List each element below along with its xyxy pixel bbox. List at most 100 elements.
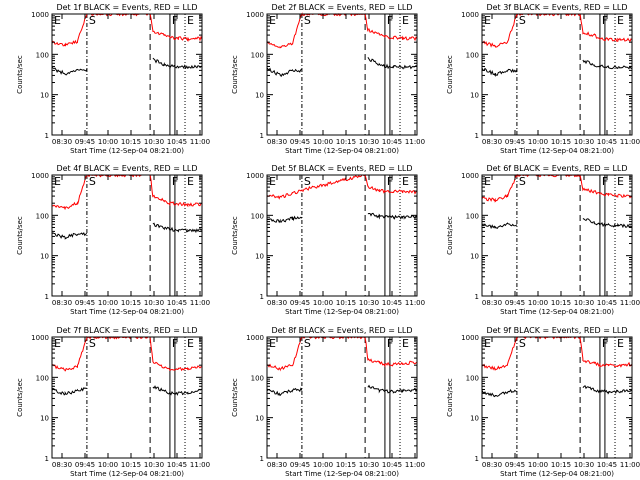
marker-label-e: E [187,14,194,27]
y-tick-label: 1 [260,132,264,140]
y-tick-label: 1000 [31,334,49,342]
y-tick-label: 10 [470,253,479,261]
x-tick-label: 10:00 [98,138,118,146]
y-tick-label: 1000 [31,172,49,180]
x-tick-label: 10:15 [121,138,141,146]
x-tick-label: 11:00 [405,461,425,469]
x-tick-label: 09:45 [75,461,95,469]
y-axis-title: Counts/sec [446,55,454,94]
marker-label-s: S [304,175,311,188]
x-tick-label: 10:45 [167,461,187,469]
x-axis-title: Start Time (12-Sep-04 08:21:00) [500,470,614,478]
y-tick-label: 10 [255,92,264,100]
y-tick-label: 1000 [461,334,479,342]
marker-label-f: F [387,337,393,350]
y-axis-title: Counts/sec [231,216,239,255]
plot-frame [481,13,633,136]
y-tick-label: 1 [475,455,479,463]
panel-title: Det 7f BLACK = Events, RED = LLD [56,326,197,335]
marker-label-f: F [387,175,393,188]
y-axis-title: Counts/sec [446,216,454,255]
plot-frame [266,174,418,297]
x-tick-label: 09:45 [290,299,310,307]
x-tick-label: 10:15 [336,461,356,469]
marker-label-f: F [172,175,178,188]
marker-label-s: S [304,337,311,350]
marker-label-e: E [402,337,409,350]
x-tick-label: 10:30 [359,461,379,469]
y-tick-label: 1000 [461,11,479,19]
y-tick-label: 1000 [246,11,264,19]
x-tick-label: 10:45 [167,299,187,307]
x-axis-title: Start Time (12-Sep-04 08:21:00) [70,470,184,478]
x-tick-label: 10:00 [98,299,118,307]
x-tick-label: 10:30 [574,299,594,307]
y-tick-label: 1 [45,293,49,301]
x-tick-label: 08:30 [482,138,502,146]
series-line [51,57,203,76]
marker-label-e: E [484,337,491,350]
x-tick-label: 10:15 [336,138,356,146]
series-line [266,384,418,397]
plot-frame [481,336,633,459]
plot-frame [481,174,633,297]
plot-frame [266,336,418,459]
x-tick-label: 08:30 [482,299,502,307]
y-tick-label: 10 [40,253,49,261]
x-tick-label: 10:15 [551,461,571,469]
marker-label-s: S [519,175,526,188]
x-tick-label: 09:45 [290,138,310,146]
y-tick-label: 100 [466,374,479,382]
y-axis-title: Counts/sec [16,216,24,255]
y-tick-label: 100 [36,51,49,59]
marker-label-s: S [304,14,311,27]
series-line [481,13,633,48]
y-tick-label: 1 [260,293,264,301]
panel-title: Det 3f BLACK = Events, RED = LLD [486,3,627,12]
series-line [481,385,633,398]
marker-label-e: E [617,175,624,188]
x-tick-label: 10:00 [528,461,548,469]
x-tick-label: 10:00 [313,138,333,146]
marker-label-e: E [402,175,409,188]
x-tick-label: 10:00 [528,138,548,146]
marker-label-f: F [387,14,393,27]
marker-label-e: E [617,14,624,27]
x-tick-label: 10:30 [359,138,379,146]
x-tick-label: 10:00 [313,299,333,307]
x-axis-title: Start Time (12-Sep-04 08:21:00) [70,308,184,316]
marker-label-f: F [172,14,178,27]
marker-label-f: F [172,337,178,350]
y-tick-label: 100 [251,51,264,59]
x-tick-label: 10:45 [382,461,402,469]
panel-title: Det 9f BLACK = Events, RED = LLD [486,326,627,335]
x-tick-label: 11:00 [620,299,640,307]
y-axis-title: Counts/sec [231,378,239,417]
series-line [266,174,418,200]
y-tick-label: 10 [470,415,479,423]
marker-label-e: E [187,337,194,350]
x-tick-label: 09:45 [290,461,310,469]
marker-label-e: E [269,14,276,27]
x-tick-label: 10:15 [121,299,141,307]
x-tick-label: 10:30 [359,299,379,307]
series-line [266,336,418,372]
y-tick-label: 100 [466,51,479,59]
panel-title: Det 4f BLACK = Events, RED = LLD [56,164,197,173]
marker-label-s: S [89,337,96,350]
marker-label-e: E [484,14,491,27]
marker-label-s: S [519,14,526,27]
x-tick-label: 09:45 [75,138,95,146]
plot-frame [266,13,418,136]
marker-label-e: E [54,14,61,27]
marker-label-s: S [89,14,96,27]
plot-frame [51,336,203,459]
